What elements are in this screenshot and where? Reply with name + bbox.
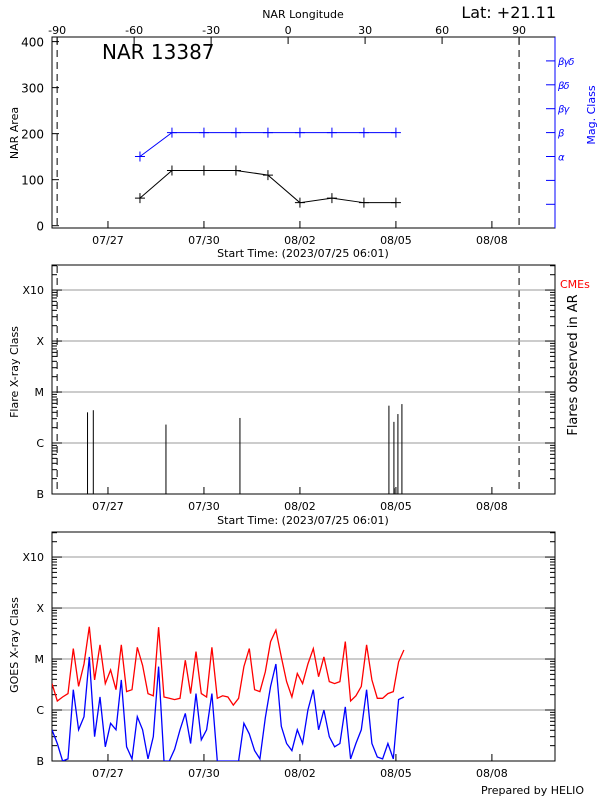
y-tick-label: 0: [36, 220, 44, 234]
y-tick-label: 200: [21, 128, 44, 142]
goes-long-channel-line: [52, 626, 405, 707]
area-point: [166, 165, 177, 176]
area-point: [262, 170, 273, 181]
credit-label: Prepared by HELIO: [481, 784, 584, 797]
y-tick-label: C: [36, 437, 44, 450]
area-point: [294, 197, 305, 208]
x-tick-label: 08/02: [284, 500, 316, 513]
top-x-tick-label: 30: [358, 24, 372, 37]
y-tick-label: X: [36, 602, 44, 615]
x-tick-label: 07/30: [188, 234, 220, 247]
y-tick-label: M: [35, 386, 45, 399]
area-point: [390, 197, 401, 208]
y-tick-label: C: [36, 704, 44, 717]
x-tick-label: 08/02: [284, 234, 316, 247]
mag-class-tick-label: βγδ: [557, 57, 574, 68]
plot-frame: [51, 531, 556, 762]
x-tick-label: 07/27: [92, 500, 124, 513]
flare-panel: 07/27 07/30 08/02 08/05 08/08 B C M X X10: [22, 264, 556, 513]
y-tick-label: 400: [21, 36, 44, 50]
x-tick-label: 08/05: [380, 767, 412, 780]
top-x-tick-label: 0: [285, 24, 292, 37]
x-tick-label: 08/08: [476, 767, 508, 780]
mag-class-point: [134, 151, 145, 162]
area-point: [134, 193, 145, 204]
plot-frame: [51, 264, 556, 495]
top-x-tick-label: 60: [435, 24, 449, 37]
y-tick-label: B: [36, 488, 44, 501]
x-tick-label: 08/08: [476, 234, 508, 247]
cmes-label: CMEs: [560, 278, 590, 291]
x-tick-label: 07/30: [188, 500, 220, 513]
x-axis-title-2: Start Time: (2023/07/25 06:01): [217, 514, 389, 527]
y-tick-label: M: [35, 653, 45, 666]
area-point: [326, 193, 337, 204]
area-point: [230, 165, 241, 176]
area-point: [198, 165, 209, 176]
y-tick-label: 100: [21, 174, 44, 188]
x-tick-label: 08/08: [476, 500, 508, 513]
mag-class-tick-label: β: [557, 129, 565, 140]
top-x-tick-label: -30: [202, 24, 220, 37]
goes-short-channel-line: [52, 656, 405, 761]
x-tick-label: 07/30: [188, 767, 220, 780]
x-tick-label: 07/27: [92, 234, 124, 247]
mag-class-point: [198, 127, 209, 138]
flares-observed-axis-title: Flares observed in AR: [566, 294, 581, 435]
y-tick-label: X10: [22, 551, 44, 564]
y-tick-label: 300: [21, 82, 44, 96]
x-tick-label: 08/05: [380, 234, 412, 247]
mag-class-tick-label: βγ: [557, 105, 570, 116]
x-tick-label: 07/27: [92, 767, 124, 780]
top-x-tick-label: 90: [512, 24, 526, 37]
mag-class-point: [326, 127, 337, 138]
lat-label: Lat: +21.11: [461, 3, 556, 22]
mag-class-tick-label: α: [558, 153, 565, 164]
top-x-tick-label: -60: [125, 24, 143, 37]
goes-panel: 07/27 07/30 08/02 08/05 08/08 B C M X X10: [22, 531, 556, 780]
mag-class-axis-title: Mag. Class: [585, 85, 598, 144]
nar-title: NAR 13387: [102, 40, 215, 64]
top-axis-title: NAR Longitude: [262, 8, 344, 21]
mag-class-tick-label: βδ: [557, 81, 569, 92]
x-tick-label: 08/02: [284, 767, 316, 780]
goes-class-axis-title: GOES X-ray Class: [8, 597, 21, 693]
y-tick-label: X10: [22, 284, 44, 297]
mag-class-point: [230, 127, 241, 138]
area-point: [358, 197, 369, 208]
nar-panel: 07/27 07/30 08/02 08/05 08/080100200300400-9…: [21, 24, 575, 247]
x-axis-title-1: Start Time: (2023/07/25 06:01): [217, 247, 389, 260]
flare-class-axis-title: Flare X-ray Class: [8, 326, 21, 418]
y-tick-label: B: [36, 755, 44, 768]
mag-class-point: [294, 127, 305, 138]
y-tick-label: X: [36, 335, 44, 348]
top-x-tick-label: -90: [48, 24, 66, 37]
mag-class-point: [166, 127, 177, 138]
x-tick-label: 08/05: [380, 500, 412, 513]
mag-class-point: [358, 127, 369, 138]
mag-class-point: [262, 127, 273, 138]
mag-class-point: [390, 127, 401, 138]
nar-area-axis-title: NAR Area: [8, 107, 21, 159]
